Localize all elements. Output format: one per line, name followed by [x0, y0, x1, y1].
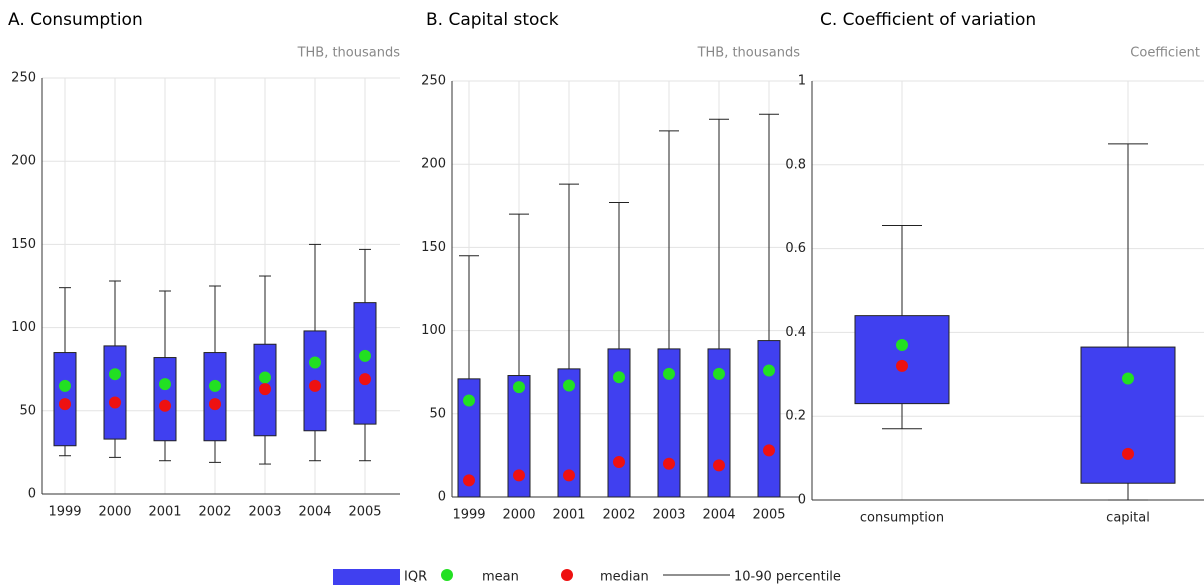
y-tick-label: 100: [421, 323, 446, 338]
mean-dot: [563, 379, 575, 392]
mean-dot: [59, 379, 71, 392]
iqr-box: [153, 357, 177, 442]
legend-label: IQR: [404, 570, 427, 585]
x-tick-label: capital: [1106, 511, 1150, 526]
y-tick-label: 1: [798, 74, 806, 89]
median-dot: [159, 399, 171, 412]
iqr-box: [353, 302, 377, 425]
chart-title: A. Consumption: [8, 10, 143, 30]
mean-dot: [896, 338, 908, 351]
y-tick-label: 50: [19, 403, 36, 418]
y-tick-label: 0: [28, 487, 36, 502]
legend-label: median: [600, 570, 649, 585]
x-tick-label: 2005: [752, 508, 785, 523]
median-dot: [713, 459, 725, 472]
legend-swatch: [441, 569, 453, 581]
iqr-box: [1080, 346, 1176, 484]
median-dot: [259, 383, 271, 396]
x-tick-label: 2001: [552, 508, 585, 523]
unit-label: THB, thousands: [297, 46, 401, 61]
mean-dot: [463, 394, 475, 407]
x-tick-label: 1999: [48, 505, 81, 520]
x-tick-label: 2001: [148, 505, 181, 520]
y-tick-label: 0.8: [785, 157, 806, 172]
mean-dot: [1122, 372, 1134, 385]
median-dot: [309, 379, 321, 392]
iqr-box: [557, 368, 581, 498]
x-tick-label: 2002: [198, 505, 231, 520]
x-tick-label: 2005: [348, 505, 381, 520]
legend-label: mean: [482, 570, 519, 585]
y-tick-label: 200: [421, 157, 446, 172]
y-tick-label: 0: [438, 490, 446, 505]
median-dot: [613, 456, 625, 469]
median-dot: [1122, 447, 1134, 460]
mean-dot: [513, 381, 525, 394]
unit-label: THB, thousands: [697, 46, 801, 61]
y-tick-label: 250: [11, 71, 36, 86]
mean-dot: [713, 367, 725, 380]
iqr-box: [854, 315, 950, 405]
median-dot: [563, 469, 575, 482]
mean-dot: [763, 364, 775, 377]
legend-swatch: [561, 569, 573, 581]
x-tick-label: consumption: [860, 511, 944, 526]
iqr-box: [203, 352, 227, 442]
mean-dot: [109, 368, 121, 381]
chart-title: C. Coefficient of variation: [820, 10, 1036, 30]
mean-dot: [613, 371, 625, 384]
x-tick-label: 2002: [602, 508, 635, 523]
iqr-box: [507, 375, 531, 498]
iqr-box: [707, 348, 731, 498]
x-tick-label: 2004: [702, 508, 735, 523]
y-tick-label: 0.6: [785, 241, 806, 256]
x-tick-label: 1999: [452, 508, 485, 523]
y-tick-label: 50: [429, 406, 446, 421]
mean-dot: [159, 378, 171, 391]
y-tick-label: 150: [421, 240, 446, 255]
mean-dot: [359, 349, 371, 362]
legend: IQR mean median 10-90 percentile: [333, 569, 841, 585]
y-tick-label: 0.2: [785, 409, 806, 424]
median-dot: [513, 469, 525, 482]
iqr-box: [657, 348, 681, 498]
median-dot: [763, 444, 775, 457]
legend-swatch: [333, 569, 400, 585]
mean-dot: [259, 371, 271, 384]
median-dot: [209, 398, 221, 411]
y-tick-label: 250: [421, 74, 446, 89]
median-dot: [59, 398, 71, 411]
x-tick-label: 2000: [502, 508, 535, 523]
median-dot: [663, 457, 675, 470]
median-dot: [109, 396, 121, 409]
mean-dot: [209, 379, 221, 392]
median-dot: [463, 474, 475, 487]
x-tick-label: 2003: [248, 505, 281, 520]
legend-label: 10-90 percentile: [734, 570, 841, 585]
median-dot: [359, 373, 371, 386]
iqr-box: [757, 340, 781, 498]
iqr-box: [103, 345, 127, 440]
y-tick-label: 150: [11, 237, 36, 252]
y-tick-label: 0: [798, 493, 806, 508]
iqr-box: [607, 348, 631, 498]
y-tick-label: 0.4: [785, 325, 806, 340]
mean-dot: [309, 356, 321, 369]
y-tick-label: 200: [11, 154, 36, 169]
unit-label: Coefficient: [1130, 46, 1200, 61]
x-tick-label: 2003: [652, 508, 685, 523]
iqr-box: [457, 378, 481, 498]
chart-title: B. Capital stock: [426, 10, 559, 30]
y-tick-label: 100: [11, 320, 36, 335]
mean-dot: [663, 367, 675, 380]
x-tick-label: 2004: [298, 505, 331, 520]
x-tick-label: 2000: [98, 505, 131, 520]
median-dot: [896, 359, 908, 372]
